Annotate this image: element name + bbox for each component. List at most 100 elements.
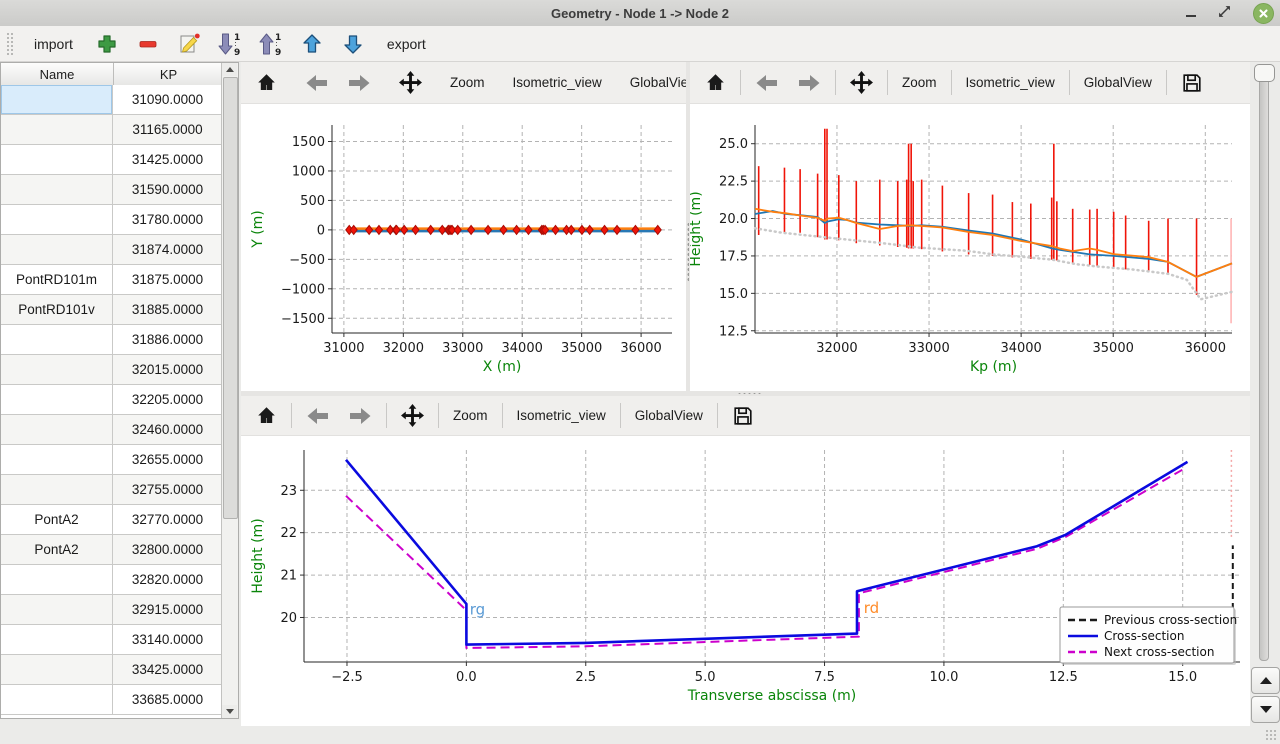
name-cell[interactable] [1, 175, 113, 204]
name-cell[interactable] [1, 355, 113, 384]
global-view-button[interactable]: GlobalView [629, 75, 698, 90]
name-cell[interactable] [1, 685, 113, 714]
home-button[interactable] [247, 69, 286, 96]
name-cell[interactable] [1, 655, 113, 684]
kp-cell[interactable]: 31780.0000 [131, 212, 204, 227]
kp-cell[interactable]: 31590.0000 [131, 182, 204, 197]
kp-cell[interactable]: 31875.0000 [131, 272, 204, 287]
kp-cell[interactable]: 33425.0000 [131, 662, 204, 677]
table-row: 32460.0000 [1, 415, 222, 445]
kp-cell[interactable]: 31165.0000 [132, 122, 203, 137]
name-cell[interactable] [1, 565, 113, 594]
name-cell[interactable]: PontA2 [1, 535, 113, 564]
move-down-button[interactable] [340, 31, 366, 57]
kp-cell[interactable]: 32205.0000 [131, 392, 204, 407]
svg-text:1500: 1500 [292, 135, 325, 150]
scrollbar-thumb[interactable] [223, 77, 238, 519]
add-button[interactable] [94, 31, 120, 57]
name-cell[interactable]: PontRD101m [1, 265, 113, 294]
zoom-button[interactable]: Zoom [902, 75, 937, 90]
previous-section-button[interactable] [1251, 667, 1280, 694]
global-view-button[interactable]: GlobalView [634, 408, 703, 423]
table-row: 32205.0000 [1, 385, 222, 415]
kp-cell[interactable]: 31090.0000 [131, 92, 204, 107]
name-cell[interactable] [1, 415, 113, 444]
forward-button[interactable] [338, 70, 380, 96]
isometric-view-button[interactable]: Isometric_view [512, 75, 602, 90]
kp-cell[interactable]: 32655.0000 [131, 452, 204, 467]
profile-view-canvas[interactable]: 32000 33000 34000 35000 36000 12.5 15.0 17.5 20.… [688, 104, 1250, 391]
back-button[interactable] [746, 70, 788, 96]
name-cell[interactable] [1, 145, 113, 174]
cross-section-slider[interactable] [1259, 67, 1269, 661]
zoom-button[interactable]: Zoom [453, 408, 488, 423]
forward-button[interactable] [339, 403, 381, 429]
export-button[interactable]: export [386, 35, 426, 52]
home-button[interactable] [247, 402, 286, 429]
name-cell[interactable] [1, 475, 113, 504]
window-resize-grip[interactable] [1265, 729, 1277, 741]
kp-cell[interactable]: 31885.0000 [131, 302, 204, 317]
pan-button[interactable] [392, 401, 433, 430]
kp-cell[interactable]: 33140.0000 [131, 632, 204, 647]
plan-view-canvas[interactable]: 31000 32000 33000 34000 35000 36000 −1500 −1000… [241, 104, 686, 391]
forward-button[interactable] [788, 70, 830, 96]
kp-cell[interactable]: 32820.0000 [131, 572, 204, 587]
maximize-button[interactable] [1218, 5, 1231, 21]
name-cell[interactable] [1, 625, 113, 654]
kp-cell[interactable]: 31425.0000 [131, 152, 204, 167]
name-cell[interactable] [1, 235, 113, 264]
kp-cell[interactable]: 32755.0000 [131, 482, 204, 497]
zoom-button[interactable]: Zoom [450, 75, 485, 90]
home-button[interactable] [696, 69, 735, 96]
name-cell[interactable] [1, 325, 113, 354]
kp-cell[interactable]: 32800.0000 [131, 542, 204, 557]
kp-cell[interactable]: 32915.0000 [131, 602, 204, 617]
kp-cell[interactable]: 31886.0000 [131, 332, 204, 347]
kp-cell[interactable]: 33685.0000 [131, 692, 204, 707]
name-cell[interactable]: PontA2 [1, 505, 113, 534]
scroll-up-button[interactable] [222, 63, 237, 76]
plan-view-panel: Zoom Isometric_view GlobalView » 31000 32… [241, 62, 728, 391]
name-cell[interactable] [1, 205, 113, 234]
minimize-button[interactable] [1186, 9, 1196, 17]
name-cell[interactable] [1, 385, 113, 414]
global-view-button[interactable]: GlobalView [1083, 75, 1152, 90]
isometric-view-button[interactable]: Isometric_view [965, 75, 1055, 90]
pan-button[interactable] [841, 68, 882, 97]
name-cell[interactable] [1, 595, 113, 624]
back-button[interactable] [297, 403, 339, 429]
edit-button[interactable] [176, 31, 202, 57]
close-button[interactable] [1253, 2, 1274, 24]
import-button[interactable]: import [34, 35, 73, 52]
name-cell[interactable] [1, 445, 113, 474]
cross-section-slider-thumb[interactable] [1254, 64, 1275, 82]
name-cell[interactable] [1, 115, 113, 144]
kp-cell[interactable]: 32770.0000 [131, 512, 204, 527]
vertical-splitter[interactable] [686, 62, 690, 391]
name-cell[interactable]: PontRD101v [1, 295, 113, 324]
kp-cell[interactable]: 31874.0000 [131, 242, 204, 257]
kp-cell[interactable]: 32460.0000 [131, 422, 204, 437]
kp-cell[interactable]: 32015.0000 [131, 362, 204, 377]
sort-ascending-button[interactable]: 1 9 [217, 31, 243, 57]
column-header-name[interactable]: Name [1, 63, 114, 85]
column-header-kp[interactable]: KP [159, 66, 178, 82]
save-button[interactable] [1172, 69, 1212, 97]
isometric-view-button[interactable]: Isometric_view [516, 408, 606, 423]
save-button[interactable] [723, 402, 763, 430]
sort-descending-button[interactable]: 1 9 [258, 31, 284, 57]
table-row: 31874.0000 [1, 235, 222, 265]
back-button[interactable] [296, 70, 338, 96]
scroll-down-button[interactable] [222, 705, 237, 718]
cross-section-canvas[interactable]: −2.5 0.0 2.5 5.0 7.5 10.0 12.5 15.0 20 21 22 23 Tran… [241, 436, 1250, 726]
pan-button[interactable] [390, 68, 431, 97]
next-section-button[interactable] [1251, 696, 1280, 723]
toolbar-drag-handle[interactable] [6, 31, 13, 56]
move-up-button[interactable] [299, 31, 325, 57]
name-cell[interactable] [1, 85, 113, 114]
table-scrollbar[interactable] [221, 63, 238, 718]
horizontal-splitter[interactable] [241, 391, 1250, 396]
svg-text:22: 22 [280, 526, 297, 541]
remove-button[interactable] [135, 31, 161, 57]
